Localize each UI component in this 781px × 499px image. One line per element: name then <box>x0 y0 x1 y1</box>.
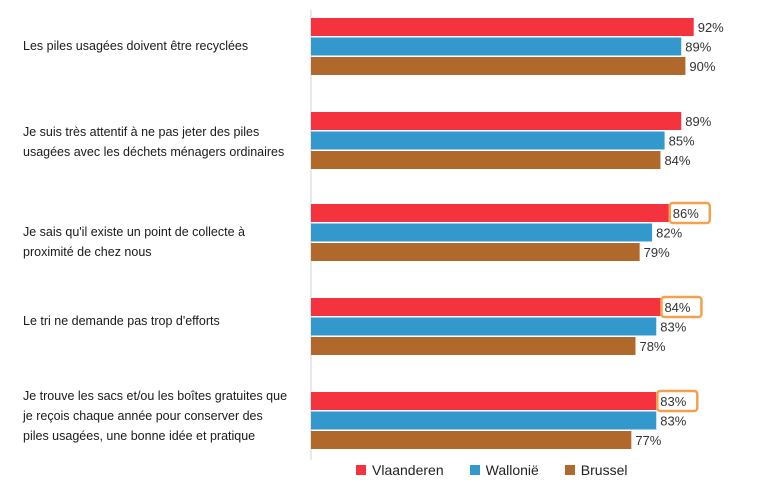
bar-walloni-4 <box>311 411 657 430</box>
highlight-box <box>668 201 712 225</box>
data-label: 79% <box>644 245 670 260</box>
bar-walloni-3 <box>311 317 657 336</box>
bars-layer: 92% 89% 90% 89% 85% 84% 86% 82% 79% 84% 83% 78% 83% 8… <box>310 10 724 460</box>
legend-swatch <box>469 465 480 475</box>
category-label: Je suis très attentif à ne pas jeter des… <box>23 125 285 159</box>
legend-item-vlaanderen: Vlaanderen <box>356 462 444 478</box>
bar-brussel-2 <box>311 243 640 261</box>
data-label: 83% <box>660 320 686 335</box>
category-label: Les piles usagées doivent être recyclées <box>23 39 249 53</box>
data-label: 84% <box>664 153 690 168</box>
data-label: 84% <box>664 300 690 315</box>
legend-label: Brussel <box>580 462 628 478</box>
bar-walloni-2 <box>311 223 653 242</box>
highlight-box <box>660 295 703 319</box>
bar-vlaanderen-4 <box>311 392 657 410</box>
data-label: 90% <box>689 59 715 74</box>
category-label: Je sais qu'il existe un point de collect… <box>23 225 245 259</box>
bar-vlaanderen-0 <box>311 18 694 36</box>
category-label: Je trouve les sacs et/ou les boîtes grat… <box>23 389 288 443</box>
data-label: 85% <box>669 134 695 149</box>
data-label: 89% <box>685 114 711 129</box>
highlight-box <box>656 389 699 413</box>
legend-label: Wallonië <box>485 462 539 478</box>
bar-brussel-3 <box>311 337 636 355</box>
legend-swatch <box>564 465 575 475</box>
bar-vlaanderen-3 <box>311 298 661 316</box>
legend-item-wallonie: Wallonië <box>469 462 539 478</box>
data-label: 89% <box>685 40 711 55</box>
data-label: 77% <box>635 433 661 448</box>
legend: Vlaanderen Wallonië Brussel <box>356 462 627 478</box>
bar-brussel-4 <box>311 431 632 449</box>
legend-swatch <box>356 465 366 475</box>
data-label: 82% <box>656 226 682 241</box>
data-label: 78% <box>639 339 665 354</box>
bar-vlaanderen-2 <box>311 204 669 222</box>
legend-label: Vlaanderen <box>372 462 444 478</box>
data-label: 92% <box>698 20 724 35</box>
bar-brussel-0 <box>311 57 686 75</box>
bar-vlaanderen-1 <box>311 112 682 130</box>
bar-brussel-1 <box>311 151 661 169</box>
data-label: 83% <box>660 394 686 409</box>
bar-walloni-0 <box>311 37 682 56</box>
category-label: Le tri ne demande pas trop d'efforts <box>23 314 220 328</box>
data-label: 83% <box>660 414 686 429</box>
data-label: 86% <box>673 206 699 221</box>
legend-item-brussel: Brussel <box>564 462 628 478</box>
bar-walloni-1 <box>311 131 665 150</box>
